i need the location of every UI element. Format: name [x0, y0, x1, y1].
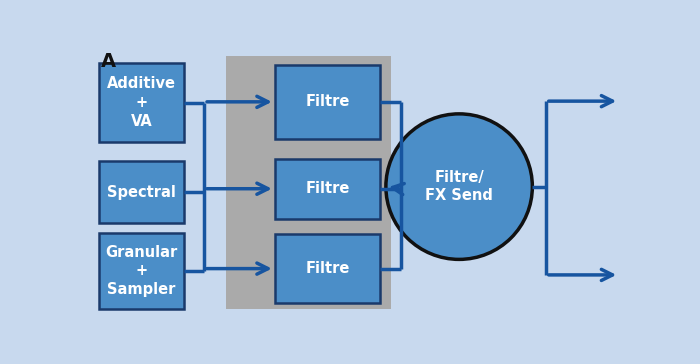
Text: A: A — [101, 52, 116, 71]
Text: Additive
+
VA: Additive + VA — [107, 76, 176, 128]
Ellipse shape — [386, 114, 533, 260]
Text: Filtre: Filtre — [305, 94, 350, 109]
Bar — [226, 56, 391, 309]
Bar — [99, 63, 183, 142]
Bar — [99, 233, 183, 309]
Bar — [274, 65, 381, 139]
Text: Spectral: Spectral — [107, 185, 176, 200]
Text: Filtre: Filtre — [305, 261, 350, 276]
Bar — [274, 234, 381, 303]
Bar — [99, 161, 183, 223]
Text: Filtre: Filtre — [305, 181, 350, 196]
Text: Filtre/
FX Send: Filtre/ FX Send — [425, 170, 493, 203]
Bar — [274, 159, 381, 219]
Text: Granular
+
Sampler: Granular + Sampler — [106, 245, 178, 297]
